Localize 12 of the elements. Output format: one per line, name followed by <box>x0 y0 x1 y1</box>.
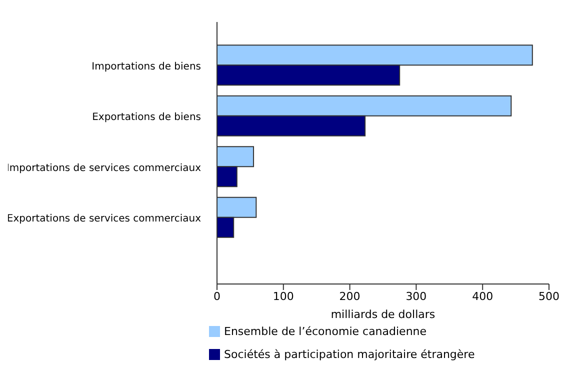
x-tick-label: 400 <box>472 290 494 303</box>
legend-label: Ensemble de l’économie canadienne <box>224 325 427 338</box>
y-tick-label: Exportations de services commerciaux <box>6 214 202 225</box>
x-tick-label: 500 <box>538 290 560 303</box>
x-tick-label: 200 <box>339 290 360 303</box>
legend-label: Sociétés à participation majoritaire étrangère <box>224 348 475 361</box>
x-axis-title: milliards de dollars <box>330 308 436 321</box>
y-tick-label: Importations de biens <box>92 61 201 72</box>
x-tick-label: 300 <box>406 290 427 303</box>
y-tick-label: Exportations de biens <box>92 112 201 124</box>
x-tick-label: 0 <box>214 290 220 303</box>
x-tick-label: 100 <box>272 290 294 303</box>
